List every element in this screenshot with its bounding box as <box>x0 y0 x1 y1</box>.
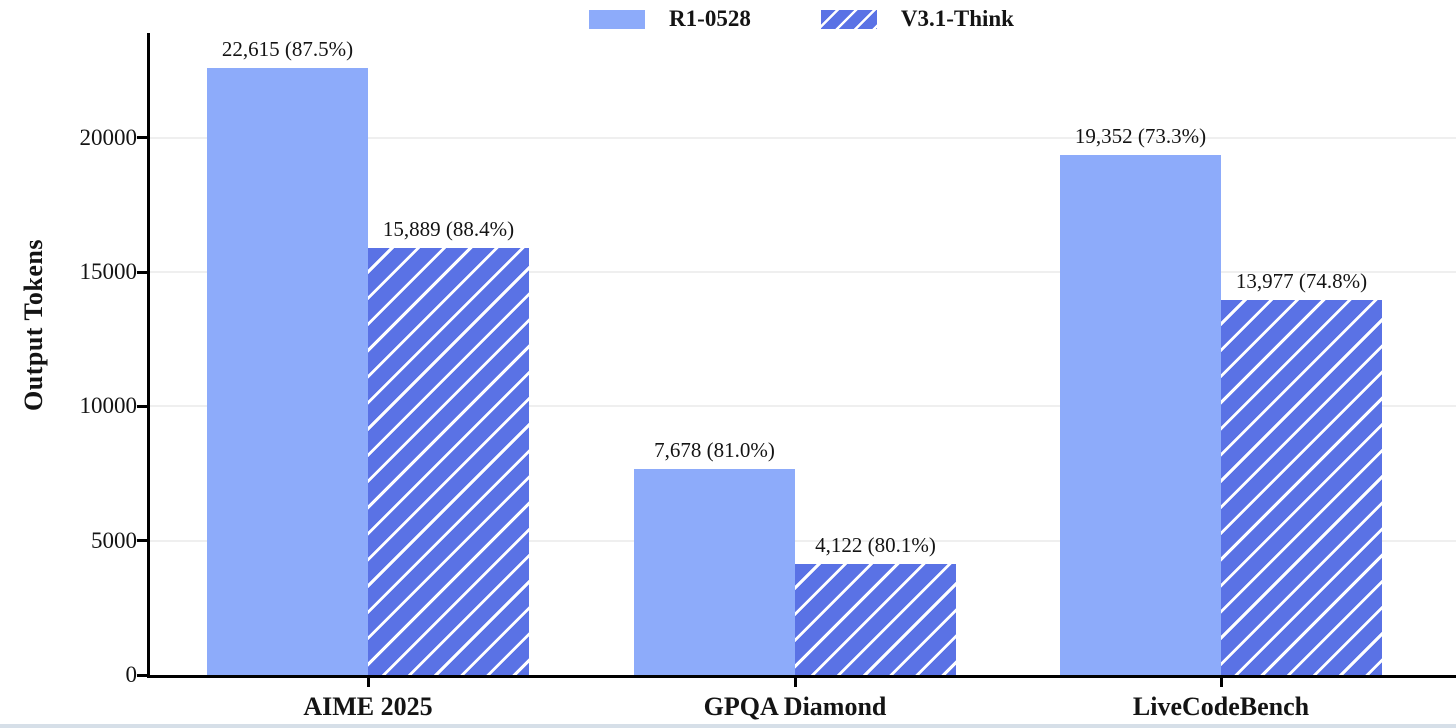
bar-value-label-v31-think-livecodebench: 13,977 (74.8%) <box>1235 268 1368 293</box>
bar-value-label-v31-think-gpqa-diamond: 4,122 (80.1%) <box>815 533 936 558</box>
y-axis-tick-15000 <box>137 270 147 274</box>
legend-item-v31-think: V3.1-Think <box>820 6 1014 32</box>
page-below-edge-strip <box>0 724 1456 728</box>
y-axis-tick-20000 <box>137 136 147 140</box>
bar-value-label-v31-think-aime-2025: 15,889 (88.4%) <box>382 217 515 242</box>
x-axis-category-label-0: AIME 2025 <box>303 692 433 721</box>
bar-value-label-r1-0528-gpqa-diamond: 7,678 (81.0%) <box>654 437 775 462</box>
gridline-5000 <box>150 539 1456 542</box>
y-axis-title: Output Tokens <box>19 239 48 411</box>
y-axis-tick-0 <box>137 673 147 677</box>
bar-r1-0528-livecodebench <box>1060 155 1221 675</box>
x-axis-tick-0 <box>366 678 370 687</box>
x-axis-category-label-2: LiveCodeBench <box>1132 692 1310 721</box>
legend-label-r1-0528: R1-0528 <box>669 6 751 31</box>
y-axis-tick-label-5000: 5000 <box>91 527 137 553</box>
y-axis-tick-5000 <box>137 539 147 543</box>
legend-swatch-hatched <box>820 9 877 29</box>
y-axis-tick-label-10000: 10000 <box>79 393 138 419</box>
bar-r1-0528-aime-2025 <box>207 67 368 675</box>
bar-value-label-r1-0528-aime-2025: 22,615 (87.5%) <box>221 36 354 61</box>
bar-r1-0528-gpqa-diamond <box>634 468 795 675</box>
x-axis-category-label-1: GPQA Diamond <box>703 692 887 721</box>
bar-v31-think-aime-2025 <box>368 248 529 675</box>
chart-legend: R1-0528 V3.1-Think <box>147 6 1456 32</box>
gridline-20000 <box>150 136 1456 139</box>
legend-swatch-solid <box>589 9 646 29</box>
y-axis-tick-label-15000: 15000 <box>79 259 138 285</box>
x-axis-tick-2 <box>1219 678 1223 687</box>
bar-v31-think-livecodebench <box>1221 299 1382 675</box>
y-axis-title-wrap: Output Tokens <box>12 30 56 620</box>
gridline-15000 <box>150 271 1456 274</box>
gridline-10000 <box>150 405 1456 408</box>
x-axis-tick-1 <box>793 678 797 687</box>
legend-item-r1-0528: R1-0528 <box>589 6 751 32</box>
legend-label-v31-think: V3.1-Think <box>900 6 1014 31</box>
y-axis-tick-label-0: 0 <box>125 662 138 687</box>
plot-area: 22,615 (87.5%) 15,889 (88.4%) 7,678 (81.0%… <box>147 33 1456 678</box>
bar-value-label-r1-0528-livecodebench: 19,352 (73.3%) <box>1074 124 1207 149</box>
y-axis-tick-label-20000: 20000 <box>79 124 138 150</box>
y-axis-tick-10000 <box>137 404 147 408</box>
bar-v31-think-gpqa-diamond <box>795 564 956 675</box>
